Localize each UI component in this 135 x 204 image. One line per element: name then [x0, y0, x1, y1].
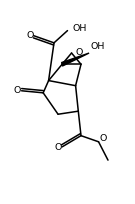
Text: OH: OH: [72, 24, 87, 33]
Text: O: O: [99, 134, 107, 143]
Text: O: O: [54, 143, 62, 152]
Text: O: O: [26, 31, 33, 40]
Text: OH: OH: [90, 42, 105, 51]
Text: O: O: [13, 86, 21, 95]
Text: O: O: [76, 48, 83, 57]
Polygon shape: [62, 53, 89, 66]
